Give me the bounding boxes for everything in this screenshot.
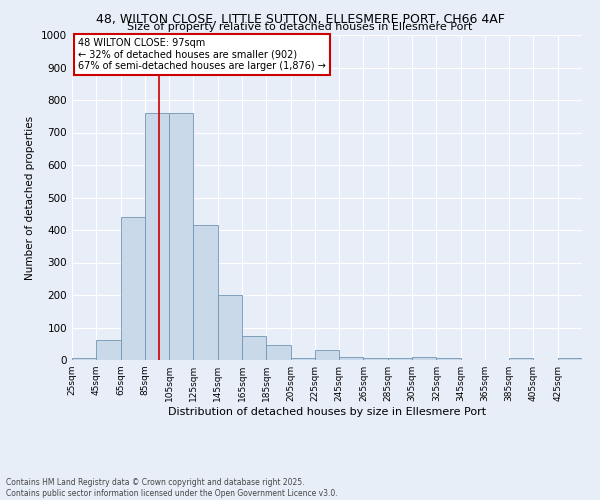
Bar <box>193 225 218 360</box>
X-axis label: Distribution of detached houses by size in Ellesmere Port: Distribution of detached houses by size … <box>168 407 486 417</box>
Bar <box>169 113 193 360</box>
Bar <box>388 358 412 360</box>
Bar <box>242 336 266 360</box>
Text: Size of property relative to detached houses in Ellesmere Port: Size of property relative to detached ho… <box>127 22 473 32</box>
Bar <box>96 340 121 360</box>
Bar <box>339 357 364 360</box>
Bar <box>290 358 315 360</box>
Text: 48 WILTON CLOSE: 97sqm
← 32% of detached houses are smaller (902)
67% of semi-de: 48 WILTON CLOSE: 97sqm ← 32% of detached… <box>78 38 326 71</box>
Text: 48, WILTON CLOSE, LITTLE SUTTON, ELLESMERE PORT, CH66 4AF: 48, WILTON CLOSE, LITTLE SUTTON, ELLESME… <box>95 12 505 26</box>
Bar <box>145 113 169 360</box>
Text: Contains HM Land Registry data © Crown copyright and database right 2025.
Contai: Contains HM Land Registry data © Crown c… <box>6 478 338 498</box>
Bar <box>509 358 533 360</box>
Bar <box>364 358 388 360</box>
Bar <box>121 217 145 360</box>
Bar <box>412 357 436 360</box>
Y-axis label: Number of detached properties: Number of detached properties <box>25 116 35 280</box>
Bar <box>72 358 96 360</box>
Bar <box>266 346 290 360</box>
Bar <box>218 295 242 360</box>
Bar <box>436 358 461 360</box>
Bar <box>558 358 582 360</box>
Bar <box>315 350 339 360</box>
